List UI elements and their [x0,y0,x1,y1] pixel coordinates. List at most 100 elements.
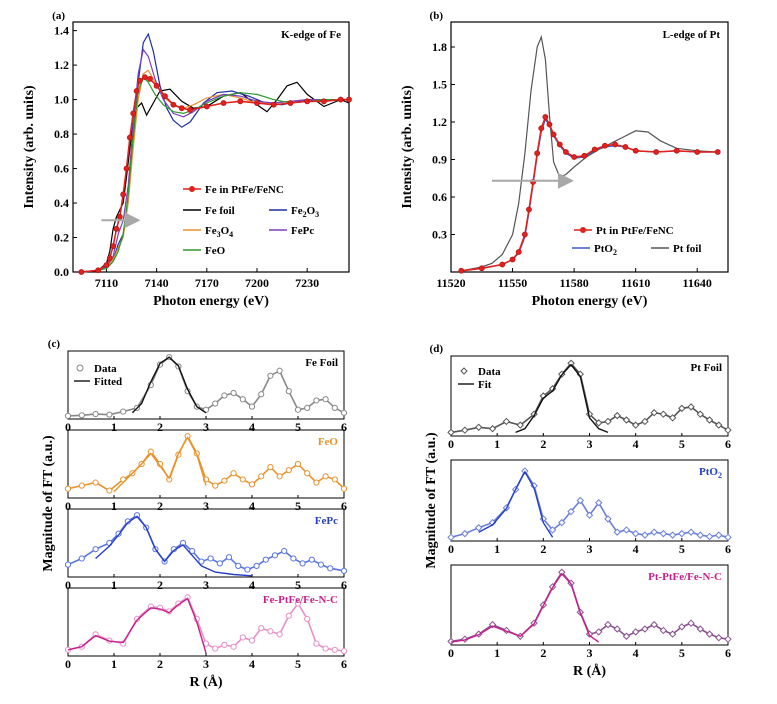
x-tick-label: 5 [295,499,301,513]
data-point [714,149,721,155]
data-point [327,565,334,572]
data-point [659,626,668,635]
data-point [591,146,598,153]
legend-label: FeO [205,245,226,257]
data-point [567,507,575,516]
data-point [203,103,210,110]
data-point [705,532,714,541]
data-point [64,485,72,492]
x-tick-label: 1 [111,420,117,434]
data-point [258,473,265,480]
subpanel-label: FePc [315,515,338,527]
data-point [567,359,575,367]
data-point [534,150,541,157]
y-tick-label: 0.6 [54,162,69,176]
data-point [239,396,246,403]
data-point [499,261,506,268]
data-point [281,547,288,555]
legend-label: Fe foil [205,205,235,217]
data-point [258,391,265,398]
x-tick-label: 11640 [683,276,712,290]
x-tick-label: 4 [633,542,639,556]
data-point [668,630,677,638]
data-point [488,425,497,433]
x-tick-label: 2 [540,437,546,451]
data-point [212,400,219,407]
data-point [581,152,588,159]
data-point [340,647,348,655]
data-point [612,141,619,148]
y-tick-label: 0.8 [54,127,69,141]
subpanel: 0 1 2 3 4 5 6 FePc [64,508,348,592]
x-tick-label: 1 [494,437,500,451]
data-point [290,555,297,562]
y-axis-label: Magnitude of FT (a.u.) [41,435,56,572]
y-axis-label: Intensity (arb. units) [400,85,415,209]
data-point [478,265,485,272]
subpanel: 0 1 2 3 4 5 6 Pt-PtFe/Fe-N-C [447,564,732,660]
data-point [622,416,631,424]
data-point [613,528,621,536]
data-point [509,256,516,263]
data-point [340,567,348,574]
data-point [595,628,603,636]
data-point [595,499,603,507]
data-point [294,406,302,413]
data-point [106,255,113,262]
data-point [248,637,256,644]
subpanel: 0 1 2 3 4 5 6 Fe-PtFe/Fe-N-C [64,587,348,671]
x-tick-label: 0 [65,657,71,671]
data-point [331,404,338,411]
legend-label: Pt foil [673,243,701,255]
data-point [447,428,455,437]
data-point [340,409,348,416]
x-tick-label: 0 [65,420,71,434]
x-tick-label: 11580 [559,276,588,290]
subpanel: 0 1 2 3 4 5 6 PtO2 [447,459,732,556]
x-tick-label: 6 [725,646,731,660]
legend-label: Fe in PtFe/FeNC [205,184,284,196]
data-point [331,646,338,653]
x-tick-label: 6 [341,499,347,513]
data-point [212,482,219,489]
data-point [162,93,168,100]
data-point [267,463,274,471]
x-tick-label: 5 [679,646,685,660]
legend-label: Fe3O4 [205,225,233,239]
data-point [322,396,329,403]
fit-line [478,470,554,538]
y-tick-label: 1.8 [432,40,447,54]
plot-frame [72,21,350,273]
data-point [604,515,612,523]
x-tick-label: 3 [203,578,209,592]
data-point [276,367,283,374]
x-tick-label: 11610 [621,276,650,290]
data-point [276,473,283,480]
subpanel: 0 1 2 3 4 5 6 FeO [64,429,348,513]
data-point [92,410,99,418]
data-point [705,630,714,638]
data-point [221,641,228,648]
data-point [502,417,511,426]
data-point [230,470,237,477]
data-point [601,142,608,149]
x-tick-label: 0 [65,499,71,513]
data-point [604,417,612,426]
data-point [585,511,594,519]
x-tick-label: 2 [157,578,163,592]
data-point [622,144,629,150]
y-tick-label: 1.2 [54,58,69,72]
y-tick-label: 1.4 [54,24,69,38]
data-point [216,560,223,567]
data-point [103,262,110,269]
data-point [563,149,569,155]
data-point [516,421,524,429]
data-point [321,98,327,105]
x-tick-label: 0 [448,646,454,660]
data-point [253,562,260,569]
x-tick-label: 4 [633,437,639,451]
x-axis-label: R (Å) [189,674,222,690]
x-tick-label: 0 [448,542,454,556]
data-point [120,408,127,415]
